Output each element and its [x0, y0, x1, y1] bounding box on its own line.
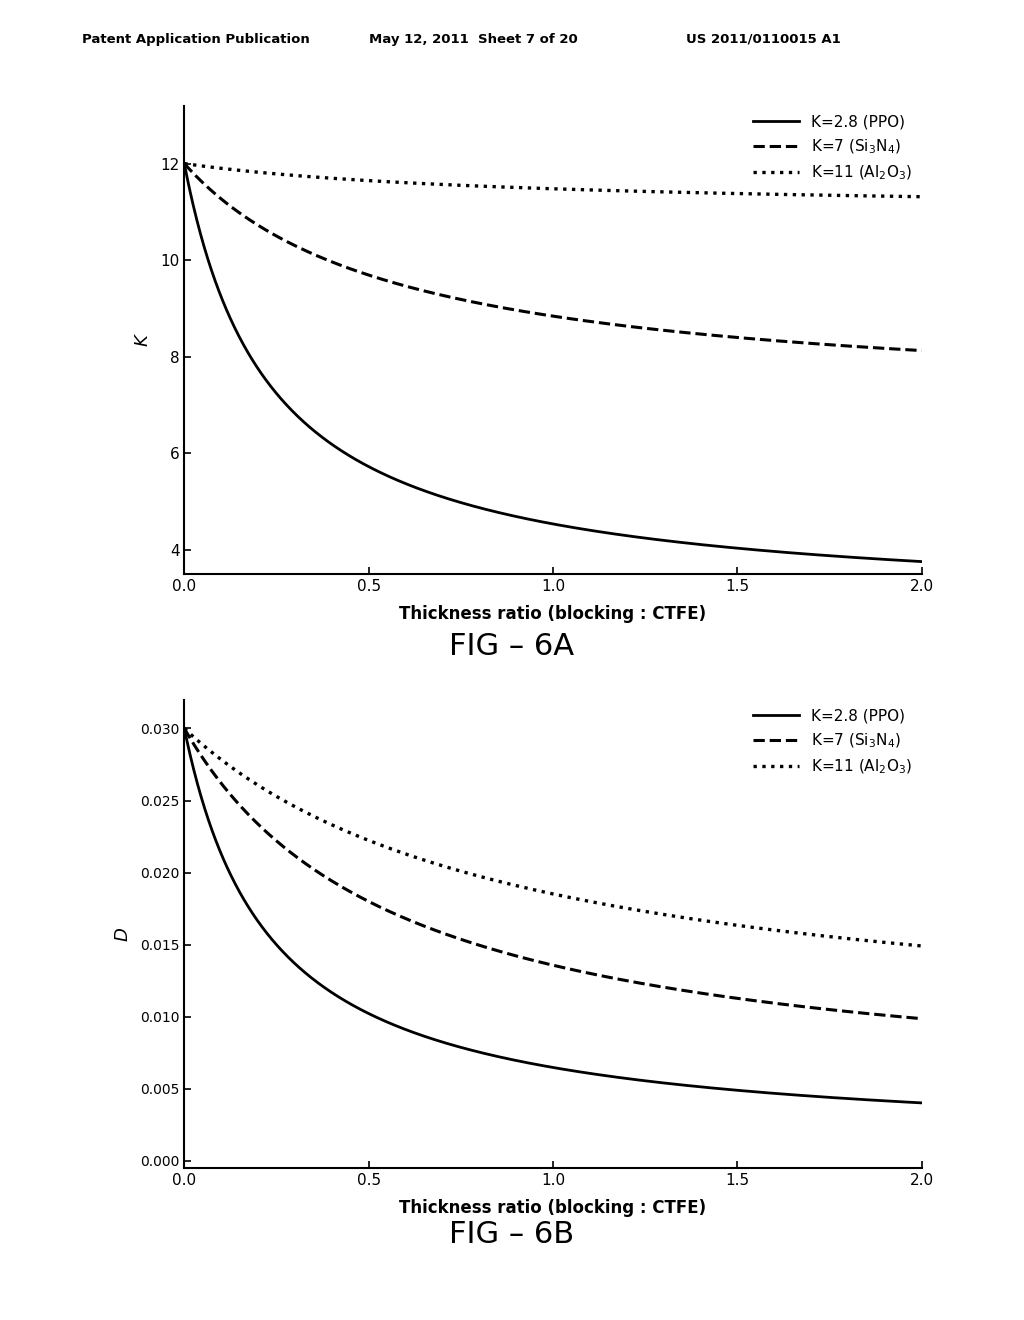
X-axis label: Thickness ratio (blocking : CTFE): Thickness ratio (blocking : CTFE)	[399, 1199, 707, 1217]
Legend: K=2.8 (PPO), K=7 (Si$_3$N$_4$), K=11 (Al$_2$O$_3$): K=2.8 (PPO), K=7 (Si$_3$N$_4$), K=11 (Al…	[748, 702, 919, 781]
Text: FIG – 6A: FIG – 6A	[450, 632, 574, 661]
Legend: K=2.8 (PPO), K=7 (Si$_3$N$_4$), K=11 (Al$_2$O$_3$): K=2.8 (PPO), K=7 (Si$_3$N$_4$), K=11 (Al…	[748, 108, 919, 187]
K=2.8 (PPO)	[178, 721, 190, 737]
K=7 (Si$_3$N$_4$)	[222, 784, 234, 800]
K=2.8 (PPO)	[915, 1096, 928, 1111]
K=7 (Si$_3$N$_4$)	[753, 993, 765, 1008]
K=11 (Al$_2$O$_3$)	[829, 187, 842, 203]
Line: K=7 (Si$_3$N$_4$): K=7 (Si$_3$N$_4$)	[184, 729, 922, 1019]
K=11 (Al$_2$O$_3$)	[328, 170, 340, 186]
Y-axis label: D: D	[114, 927, 132, 941]
K=11 (Al$_2$O$_3$)	[915, 189, 928, 205]
K=7 (Si$_3$N$_4$)	[753, 331, 765, 347]
K=11 (Al$_2$O$_3$)	[178, 721, 190, 737]
K=2.8 (PPO)	[779, 544, 792, 560]
K=7 (Si$_3$N$_4$)	[915, 1011, 928, 1027]
K=7 (Si$_3$N$_4$)	[328, 255, 340, 271]
K=11 (Al$_2$O$_3$)	[829, 929, 842, 945]
Text: FIG – 6B: FIG – 6B	[450, 1220, 574, 1249]
Text: US 2011/0110015 A1: US 2011/0110015 A1	[686, 33, 841, 46]
K=11 (Al$_2$O$_3$)	[880, 189, 892, 205]
K=11 (Al$_2$O$_3$)	[915, 939, 928, 954]
K=2.8 (PPO)	[915, 553, 928, 569]
Line: K=2.8 (PPO): K=2.8 (PPO)	[184, 164, 922, 561]
K=7 (Si$_3$N$_4$)	[779, 334, 792, 350]
Text: May 12, 2011  Sheet 7 of 20: May 12, 2011 Sheet 7 of 20	[369, 33, 578, 46]
K=11 (Al$_2$O$_3$)	[779, 186, 792, 202]
K=2.8 (PPO)	[328, 986, 340, 1002]
K=7 (Si$_3$N$_4$)	[880, 1007, 892, 1023]
K=7 (Si$_3$N$_4$)	[829, 1002, 842, 1018]
K=2.8 (PPO)	[829, 1090, 842, 1106]
K=7 (Si$_3$N$_4$)	[880, 341, 892, 356]
K=2.8 (PPO)	[178, 156, 190, 172]
Line: K=2.8 (PPO): K=2.8 (PPO)	[184, 729, 922, 1104]
Line: K=11 (Al$_2$O$_3$): K=11 (Al$_2$O$_3$)	[184, 164, 922, 197]
K=2.8 (PPO)	[222, 862, 234, 878]
K=11 (Al$_2$O$_3$)	[779, 924, 792, 940]
Y-axis label: K: K	[134, 334, 152, 346]
K=11 (Al$_2$O$_3$)	[222, 161, 234, 177]
K=7 (Si$_3$N$_4$)	[915, 343, 928, 359]
K=11 (Al$_2$O$_3$)	[328, 817, 340, 833]
K=7 (Si$_3$N$_4$)	[178, 721, 190, 737]
K=2.8 (PPO)	[779, 1086, 792, 1102]
Line: K=11 (Al$_2$O$_3$): K=11 (Al$_2$O$_3$)	[184, 729, 922, 946]
K=7 (Si$_3$N$_4$)	[178, 156, 190, 172]
K=2.8 (PPO)	[880, 1093, 892, 1109]
K=2.8 (PPO)	[328, 437, 340, 453]
K=2.8 (PPO)	[753, 543, 765, 558]
Text: Patent Application Publication: Patent Application Publication	[82, 33, 309, 46]
K=11 (Al$_2$O$_3$)	[880, 935, 892, 950]
K=11 (Al$_2$O$_3$)	[753, 920, 765, 936]
K=11 (Al$_2$O$_3$)	[753, 186, 765, 202]
X-axis label: Thickness ratio (blocking : CTFE): Thickness ratio (blocking : CTFE)	[399, 605, 707, 623]
K=7 (Si$_3$N$_4$)	[829, 338, 842, 354]
K=2.8 (PPO)	[829, 548, 842, 564]
K=7 (Si$_3$N$_4$)	[779, 997, 792, 1012]
K=7 (Si$_3$N$_4$)	[328, 874, 340, 890]
K=2.8 (PPO)	[222, 306, 234, 322]
K=7 (Si$_3$N$_4$)	[222, 197, 234, 213]
K=11 (Al$_2$O$_3$)	[222, 758, 234, 774]
Line: K=7 (Si$_3$N$_4$): K=7 (Si$_3$N$_4$)	[184, 164, 922, 351]
K=2.8 (PPO)	[753, 1084, 765, 1100]
K=11 (Al$_2$O$_3$)	[178, 156, 190, 172]
K=2.8 (PPO)	[880, 552, 892, 568]
